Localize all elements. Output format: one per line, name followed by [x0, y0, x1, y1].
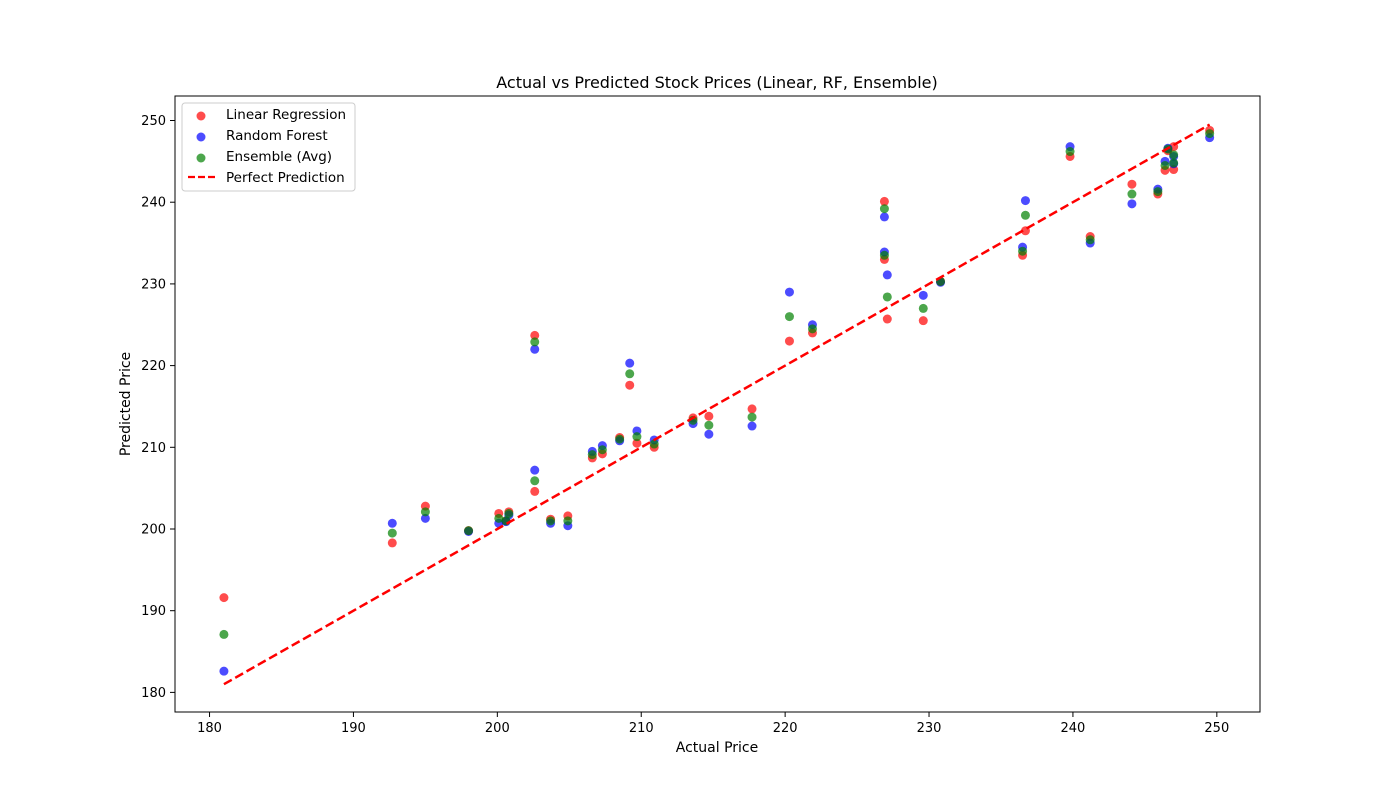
legend-label-random-forest: Random Forest — [226, 128, 328, 144]
y-tick-label: 250 — [141, 114, 166, 129]
point-random-forest — [747, 421, 757, 431]
point-random-forest — [1127, 199, 1137, 209]
point-linear-regression — [530, 330, 540, 340]
y-tick-label: 230 — [141, 277, 166, 292]
x-axis-label: Actual Price — [676, 740, 758, 756]
point-ensemble-avg — [530, 337, 540, 347]
x-tick-label: 250 — [1204, 721, 1229, 736]
point-ensemble-avg — [464, 526, 474, 536]
x-tick-label: 200 — [485, 721, 510, 736]
point-linear-regression — [632, 438, 642, 448]
point-linear-regression — [387, 538, 397, 548]
point-linear-regression — [747, 404, 757, 414]
chart-title: Actual vs Predicted Stock Prices (Linear… — [496, 73, 937, 92]
point-ensemble-avg — [1160, 160, 1170, 170]
point-ensemble-avg — [879, 204, 889, 214]
legend-label-ensemble: Ensemble (Avg) — [226, 149, 332, 165]
point-random-forest — [530, 465, 540, 475]
legend-frame — [181, 102, 356, 192]
legend-marker-linear-regression — [196, 111, 206, 121]
point-random-forest — [1020, 196, 1030, 206]
point-ensemble-avg — [420, 507, 430, 517]
y-tick-label: 200 — [141, 522, 166, 537]
point-random-forest — [387, 518, 397, 528]
point-random-forest — [420, 513, 430, 523]
point-ensemble-avg — [879, 250, 889, 260]
data-points — [219, 125, 1215, 676]
point-random-forest — [625, 358, 635, 368]
point-ensemble-avg — [807, 324, 817, 334]
point-linear-regression — [882, 314, 892, 324]
point-ensemble-avg — [530, 476, 540, 486]
point-random-forest — [530, 344, 540, 354]
point-linear-regression — [625, 380, 635, 390]
legend-marker-random-forest — [196, 132, 206, 142]
legend-marker-ensemble — [196, 153, 206, 163]
y-tick-label: 210 — [141, 441, 166, 456]
x-tick-label: 230 — [917, 721, 942, 736]
legend: Linear Regression Random Forest Ensemble… — [181, 102, 356, 192]
y-tick-label: 220 — [141, 359, 166, 374]
x-tick-label: 220 — [773, 721, 798, 736]
point-ensemble-avg — [615, 434, 625, 444]
point-ensemble-avg — [1020, 210, 1030, 220]
point-linear-regression — [530, 486, 540, 496]
point-ensemble-avg — [563, 516, 573, 526]
point-ensemble-avg — [882, 292, 892, 302]
point-linear-regression — [704, 411, 714, 421]
point-ensemble-avg — [784, 312, 794, 322]
y-axis-label: Predicted Price — [118, 352, 134, 456]
point-ensemble-avg — [219, 629, 229, 639]
legend-label-linear-regression: Linear Regression — [226, 107, 346, 123]
point-ensemble-avg — [597, 445, 607, 455]
point-ensemble-avg — [494, 513, 504, 523]
point-ensemble-avg — [1065, 147, 1075, 157]
point-ensemble-avg — [625, 369, 635, 379]
point-linear-regression — [784, 336, 794, 346]
x-tick-label: 180 — [197, 721, 222, 736]
point-ensemble-avg — [387, 528, 397, 538]
point-ensemble-avg — [704, 420, 714, 430]
y-tick-label: 190 — [141, 604, 166, 619]
point-ensemble-avg — [632, 432, 642, 442]
point-ensemble-avg — [1153, 187, 1163, 197]
y-tick-label: 240 — [141, 196, 166, 211]
point-ensemble-avg — [1085, 235, 1095, 245]
point-linear-regression — [219, 593, 229, 603]
y-axis-ticks: 180 190 200 210 220 230 240 250 — [141, 114, 175, 701]
point-linear-regression — [1127, 179, 1137, 189]
point-ensemble-avg — [1018, 246, 1028, 256]
point-ensemble-avg — [546, 516, 556, 526]
point-random-forest — [879, 212, 889, 222]
point-ensemble-avg — [747, 412, 757, 422]
x-axis-ticks: 180 190 200 210 220 230 240 250 — [197, 712, 1229, 736]
plot-area — [174, 95, 1261, 713]
point-random-forest — [784, 287, 794, 297]
x-tick-label: 210 — [629, 721, 654, 736]
point-ensemble-avg — [918, 303, 928, 313]
point-ensemble-avg — [1169, 158, 1179, 168]
perfect-prediction-line — [223, 123, 1211, 686]
point-ensemble-avg — [504, 508, 514, 518]
y-tick-label: 180 — [141, 686, 166, 701]
x-tick-label: 190 — [341, 721, 366, 736]
point-ensemble-avg — [649, 439, 659, 449]
point-ensemble-avg — [1127, 189, 1137, 199]
legend-label-perfect-prediction: Perfect Prediction — [226, 170, 345, 186]
point-ensemble-avg — [1169, 150, 1179, 160]
point-random-forest — [704, 429, 714, 439]
point-random-forest — [918, 290, 928, 300]
point-ensemble-avg — [1205, 129, 1215, 139]
point-linear-regression — [918, 316, 928, 326]
point-linear-regression — [879, 196, 889, 206]
point-ensemble-avg — [587, 450, 597, 460]
point-random-forest — [219, 666, 229, 676]
x-tick-label: 240 — [1061, 721, 1086, 736]
point-random-forest — [882, 270, 892, 280]
